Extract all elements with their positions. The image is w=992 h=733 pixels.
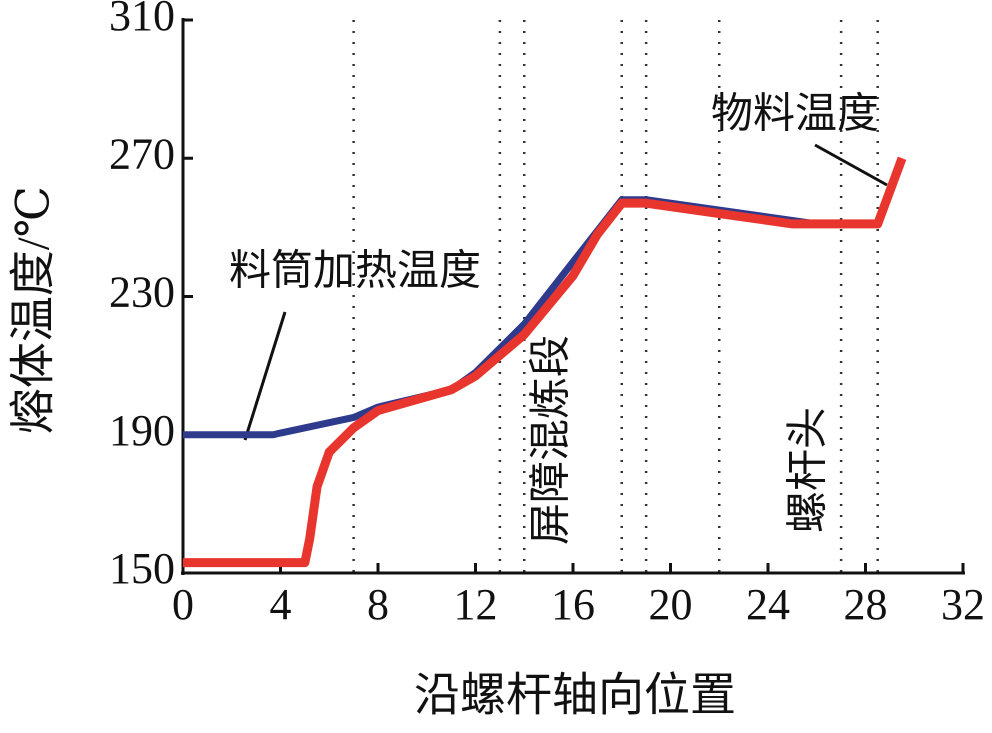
leader-line <box>243 311 287 441</box>
y-tick-label: 310 <box>109 0 175 40</box>
x-tick-label: 20 <box>649 580 693 629</box>
x-tick-label: 16 <box>551 580 595 629</box>
x-tick-label: 8 <box>367 580 389 629</box>
x-tick-label: 12 <box>454 580 498 629</box>
leader-line <box>814 143 888 187</box>
x-tick-label: 4 <box>270 580 292 629</box>
x-tick-label: 24 <box>746 580 790 629</box>
y-axis-label: 熔体温度/℃ <box>8 186 59 434</box>
y-tick-label: 270 <box>109 129 175 178</box>
x-axis-label: 沿螺杆轴向位置 <box>414 670 736 721</box>
zone-label: 屏障混炼段 <box>529 335 575 545</box>
x-tick-label: 32 <box>941 580 985 629</box>
zone-label: 螺杆头 <box>786 407 832 533</box>
x-tick-label: 28 <box>844 580 888 629</box>
series-label: 物料温度 <box>711 92 879 138</box>
series-label: 料筒加热温度 <box>229 249 481 295</box>
y-tick-label: 190 <box>109 406 175 455</box>
x-tick-label: 0 <box>172 580 194 629</box>
series-line <box>183 156 907 568</box>
y-tick-label: 150 <box>109 544 175 593</box>
y-tick-label: 230 <box>109 268 175 317</box>
